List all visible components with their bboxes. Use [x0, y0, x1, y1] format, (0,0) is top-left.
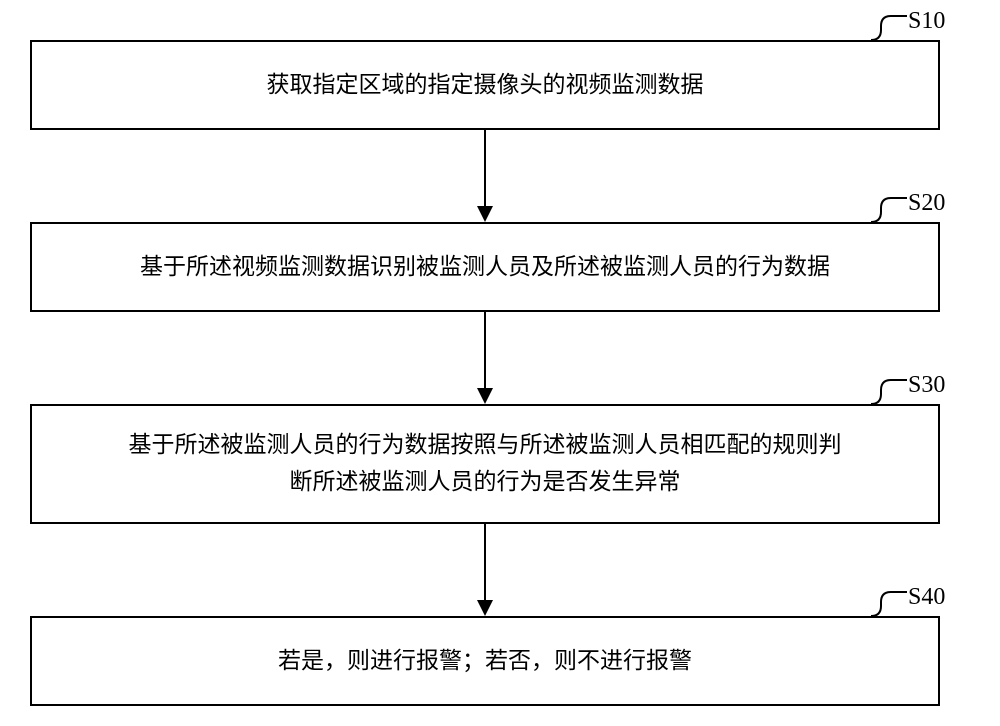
step-s40-text: 若是，则进行报警；若否，则不进行报警: [278, 643, 692, 680]
arrow-s30-s40-line: [484, 524, 486, 600]
arrow-s20-s30-line: [484, 312, 486, 388]
bracket-s20: [869, 196, 909, 224]
bracket-s30: [869, 378, 909, 406]
arrow-s30-s40-head: [477, 600, 493, 616]
arrow-s20-s30-head: [477, 388, 493, 404]
step-s10-text: 获取指定区域的指定摄像头的视频监测数据: [267, 67, 704, 104]
flowchart-canvas: 获取指定区域的指定摄像头的视频监测数据 基于所述视频监测数据识别被监测人员及所述…: [0, 0, 1000, 726]
step-s20-text: 基于所述视频监测数据识别被监测人员及所述被监测人员的行为数据: [140, 249, 830, 286]
step-s40-box: 若是，则进行报警；若否，则不进行报警: [30, 616, 940, 706]
bracket-s40: [869, 590, 909, 618]
step-s20-box: 基于所述视频监测数据识别被监测人员及所述被监测人员的行为数据: [30, 222, 940, 312]
step-s20-label: S20: [908, 190, 945, 217]
step-s40-label: S40: [908, 584, 945, 611]
step-s30-label: S30: [908, 372, 945, 399]
step-s30-text: 基于所述被监测人员的行为数据按照与所述被监测人员相匹配的规则判 断所述被监测人员…: [129, 427, 842, 501]
arrow-s10-s20-head: [477, 206, 493, 222]
step-s30-box: 基于所述被监测人员的行为数据按照与所述被监测人员相匹配的规则判 断所述被监测人员…: [30, 404, 940, 524]
arrow-s10-s20-line: [484, 130, 486, 206]
step-s10-box: 获取指定区域的指定摄像头的视频监测数据: [30, 40, 940, 130]
step-s10-label: S10: [908, 8, 945, 35]
bracket-s10: [869, 14, 909, 42]
